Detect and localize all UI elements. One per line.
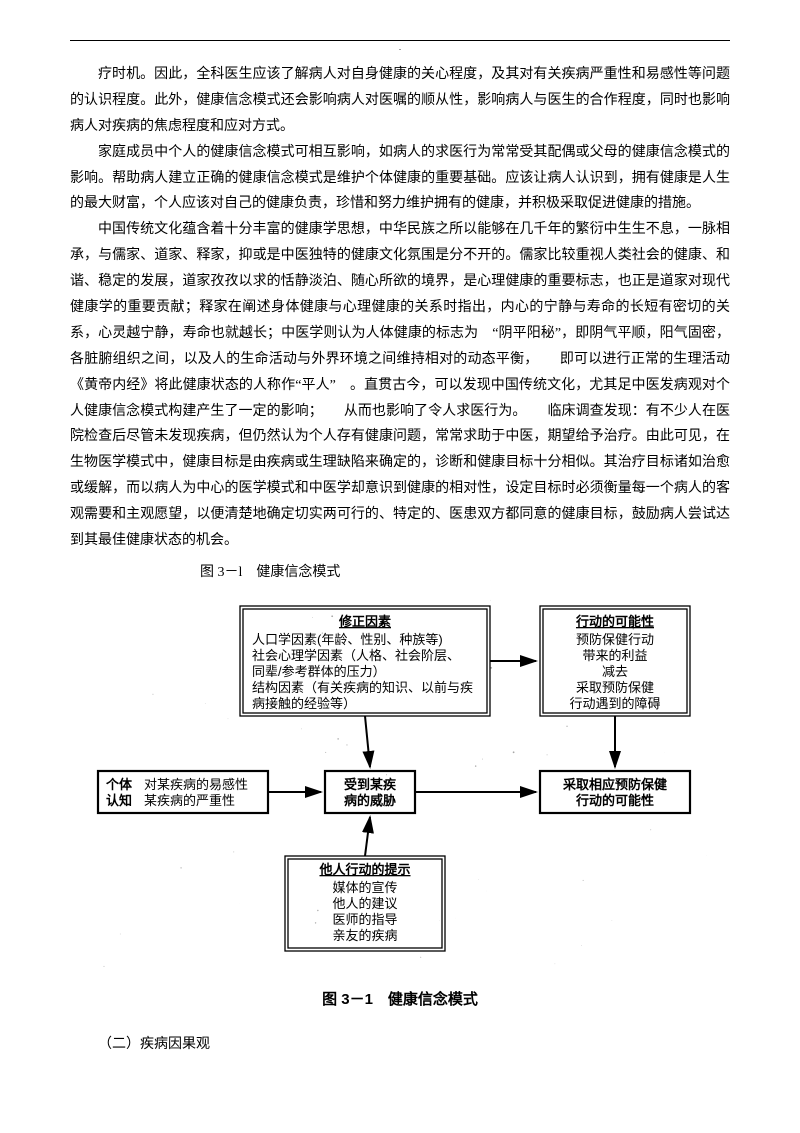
svg-text:采取预防保健: 采取预防保健: [576, 680, 654, 695]
top-divider: [70, 40, 730, 41]
paragraph-3: 中国传统文化蕴含着十分丰富的健康学思想，中华民族之所以能够在几千年的繁衍中生生不…: [70, 217, 730, 554]
figure-caption-inline: 图 3－l 健康信念模式: [70, 560, 730, 586]
svg-text:行动的可能性: 行动的可能性: [575, 614, 654, 629]
subsection-heading: （二）疾病因果观: [70, 1032, 730, 1058]
svg-text:结构因素（有关疾病的知识、以前与疾: 结构因素（有关疾病的知识、以前与疾: [252, 680, 473, 695]
svg-text:媒体的宣传: 媒体的宣传: [332, 880, 397, 895]
figure-caption: 图 3－1 健康信念模式: [70, 986, 730, 1014]
svg-text:他人行动的提示: 他人行动的提示: [318, 862, 410, 877]
svg-text:减去: 减去: [602, 664, 628, 679]
svg-text:社会心理学因素（人格、社会阶层、: 社会心理学因素（人格、社会阶层、: [252, 648, 460, 663]
svg-text:预防保健行动: 预防保健行动: [576, 632, 654, 647]
svg-text:亲友的疾病: 亲友的疾病: [332, 928, 397, 943]
svg-text:他人的建议: 他人的建议: [332, 896, 397, 911]
paragraph-1: 疗时机。因此，全科医生应该了解病人对自身健康的关心程度，及其对有关疾病严重性和易…: [70, 62, 730, 140]
health-belief-flowchart: 修正因素人口学因素(年龄、性别、种族等)社会心理学因素（人格、社会阶层、同辈/参…: [90, 596, 710, 976]
svg-text:人口学因素(年龄、性别、种族等): 人口学因素(年龄、性别、种族等): [252, 632, 443, 647]
svg-text:某疾病的严重性: 某疾病的严重性: [144, 793, 235, 808]
svg-text:个体: 个体: [105, 777, 133, 792]
svg-text:病接触的经验等）: 病接触的经验等）: [252, 696, 356, 711]
svg-text:修正因素: 修正因素: [338, 614, 391, 629]
svg-text:对某疾病的易感性: 对某疾病的易感性: [144, 777, 248, 792]
svg-text:病的威胁: 病的威胁: [344, 793, 396, 808]
figure-flowchart: 修正因素人口学因素(年龄、性别、种族等)社会心理学因素（人格、社会阶层、同辈/参…: [70, 596, 730, 976]
document-page: . 疗时机。因此，全科医生应该了解病人对自身健康的关心程度，及其对有关疾病严重性…: [0, 0, 800, 1117]
svg-text:采取相应预防保健: 采取相应预防保健: [562, 777, 667, 792]
svg-text:行动的可能性: 行动的可能性: [575, 793, 654, 808]
page-dot: .: [70, 43, 730, 52]
svg-text:受到某疾: 受到某疾: [344, 777, 397, 792]
svg-text:医师的指导: 医师的指导: [332, 912, 397, 927]
svg-text:同辈/参考群体的压力）: 同辈/参考群体的压力）: [252, 664, 386, 679]
svg-text:带来的利益: 带来的利益: [582, 648, 647, 663]
svg-text:认知: 认知: [106, 793, 132, 808]
svg-text:行动遇到的障碍: 行动遇到的障碍: [569, 696, 660, 711]
paragraph-2: 家庭成员中个人的健康信念模式可相互影响，如病人的求医行为常常受其配偶或父母的健康…: [70, 140, 730, 218]
